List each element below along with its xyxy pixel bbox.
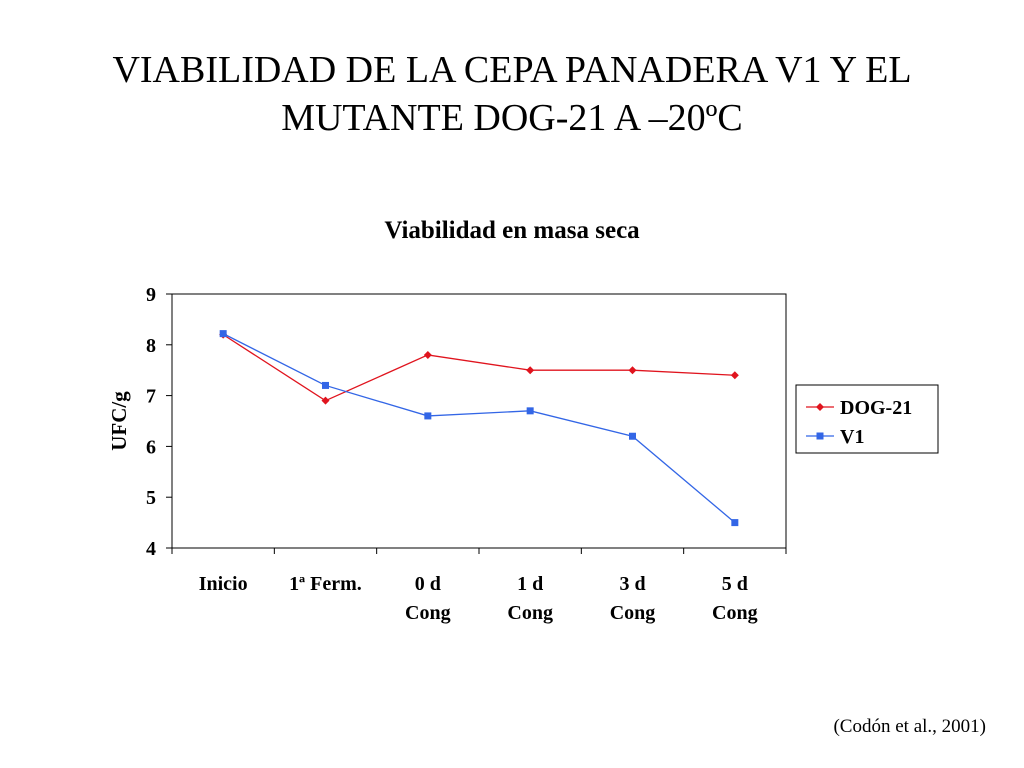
x-tick-label-line: 0 d (415, 573, 441, 595)
x-tick-label-line: Inicio (199, 573, 248, 595)
legend: DOG-21 V1 (795, 384, 939, 454)
legend-item: V1 (806, 426, 864, 448)
citation: (Codón et al., 2001) (833, 716, 986, 737)
y-tick-label: 4 (146, 538, 156, 560)
x-tick-label: 1 d Cong (507, 573, 553, 624)
data-point (423, 350, 432, 359)
x-tick-label-line: Cong (405, 602, 451, 624)
series-line (222, 333, 736, 524)
x-tick-label: 0 d Cong (405, 573, 451, 624)
legend-label: DOG-21 (840, 397, 912, 419)
data-point (628, 366, 637, 375)
x-tick-label-line: Cong (712, 602, 758, 624)
slide-title-line-2: MUTANTE DOG-21 A –20ºC (281, 97, 743, 139)
x-tick-label-line: 1ª Ferm. (289, 573, 362, 595)
data-point (526, 366, 535, 375)
y-tick-label: 5 (146, 487, 156, 509)
series-v1 (219, 330, 739, 527)
x-tick-label: 1ª Ferm. (289, 573, 362, 595)
slide-title-line-1: VIABILIDAD DE LA CEPA PANADERA V1 Y EL (112, 49, 912, 91)
x-tick-label: 3 d Cong (610, 573, 656, 624)
x-tick-label-line: 1 d (517, 573, 543, 595)
data-point (731, 519, 739, 527)
series-dog-21 (219, 330, 739, 405)
legend-frame (795, 384, 939, 454)
data-point (526, 407, 534, 415)
slide-title: VIABILIDAD DE LA CEPA PANADERA V1 Y EL M… (0, 46, 1024, 142)
plot-frame (171, 293, 787, 549)
data-point (816, 403, 824, 411)
x-tick-label-line: 5 d (722, 573, 748, 595)
y-tick-label: 7 (146, 386, 156, 408)
y-tick-label: 9 (146, 284, 156, 306)
x-tick-label: Inicio (199, 573, 248, 595)
data-point (219, 330, 227, 338)
y-tick-label: 8 (146, 335, 156, 357)
series-line (222, 334, 735, 402)
x-tick-label: 5 d Cong (712, 573, 758, 624)
data-point (816, 432, 824, 440)
plot-area: 4 5 6 7 8 9 Inicio 1ª Ferm. 0 d Cong 1 d Cong 3 d Con… (146, 284, 787, 624)
y-axis-label: UFC/g (107, 391, 131, 451)
data-point (629, 432, 636, 440)
chart-title: Viabilidad en masa seca (384, 217, 640, 244)
data-point (730, 371, 739, 380)
x-tick-label-line: 3 d (619, 573, 645, 595)
data-point (321, 396, 330, 405)
x-tick-label-line: Cong (507, 602, 553, 624)
y-tick-label: 6 (146, 436, 156, 458)
legend-item: DOG-21 (806, 397, 912, 419)
data-point (424, 412, 432, 420)
data-point (322, 381, 329, 389)
x-tick-label-line: Cong (610, 602, 656, 624)
legend-label: V1 (840, 426, 864, 448)
